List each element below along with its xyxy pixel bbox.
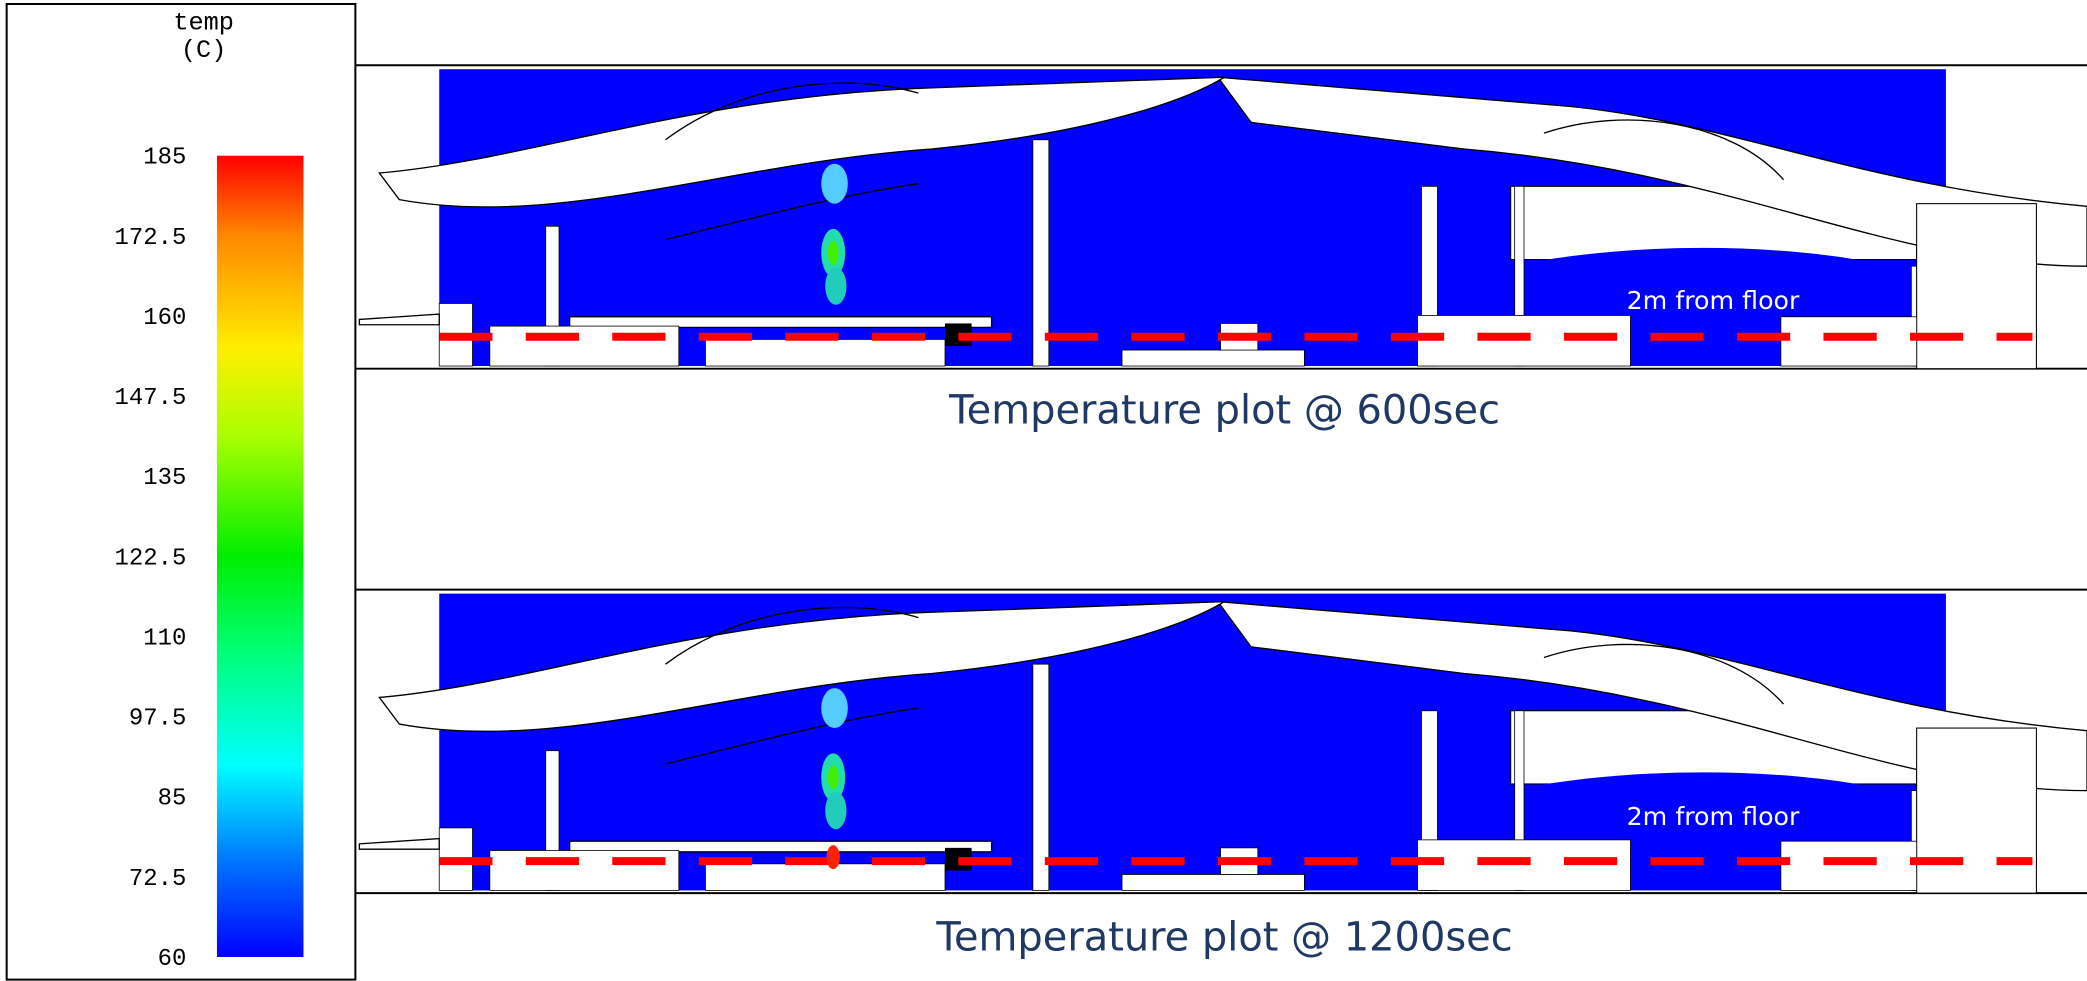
panel: 2m from floor Temperature plot @ 600sec [355,65,2087,433]
cross-section [355,590,2087,893]
panel: 2m from floor Temperature plot @ 1200sec [355,590,2087,961]
colorbar-tick-label: 147.5 [115,385,187,412]
figure: temp (C) 185 172.5 160 147.5 135 122.5 110 97.5… [0,0,2087,981]
figure-content: temp (C) 185 172.5 160 147.5 135 122.5 110 97.5… [7,4,2087,980]
colorbar-tick-label: 135 [143,465,186,492]
colorbar-tick-label: 172.5 [115,225,187,252]
caption: Temperature plot @ 1200sec [935,914,1512,960]
colorbar-tick-label: 72.5 [129,866,186,893]
colorbar-tick-label: 85 [158,786,187,813]
cross-section [355,65,2087,368]
legend-title: (C) [181,36,227,65]
colorbar-tick-label: 160 [143,305,186,332]
colorbar-tick-label: 185 [143,145,186,172]
colorbar-tick-label: 122.5 [115,545,187,572]
caption: Temperature plot @ 600sec [948,387,1500,433]
fire-source [827,845,840,869]
colorbar-tick-label: 110 [143,625,186,652]
annotation: 2m from floor [1627,802,1800,831]
annotation: 2m from floor [1627,286,1800,315]
colorbar [217,156,304,957]
colorbar-tick-label: 97.5 [129,706,186,733]
colorbar-tick-label: 60 [158,946,187,973]
legend-title: temp [173,8,234,37]
